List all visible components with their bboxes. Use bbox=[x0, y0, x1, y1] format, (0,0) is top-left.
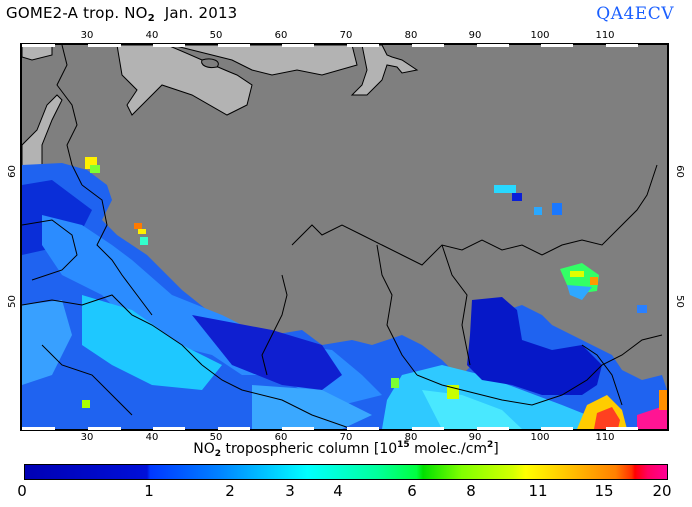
cb-tick-6: 6 bbox=[407, 482, 417, 500]
cb-label-end: ] bbox=[493, 441, 499, 457]
brand-label: QA4ECV bbox=[596, 4, 674, 24]
frame-strip bbox=[153, 427, 185, 430]
title-subscript: 2 bbox=[147, 13, 155, 24]
frame-strip bbox=[606, 427, 638, 430]
frame-strip bbox=[477, 44, 509, 47]
top-tick-100: 100 bbox=[530, 30, 550, 41]
frame-strip bbox=[88, 427, 121, 430]
frame-strip bbox=[22, 44, 55, 47]
cb-label-exp2: 2 bbox=[487, 440, 494, 450]
top-tick-30: 30 bbox=[80, 30, 94, 41]
no2-map-svg bbox=[22, 45, 667, 429]
top-tick-90: 90 bbox=[468, 30, 482, 41]
cb-tick-2: 2 bbox=[225, 482, 235, 500]
right-tick-50: 50 bbox=[673, 295, 685, 308]
cb-tick-4: 4 bbox=[333, 482, 343, 500]
frame-strip bbox=[22, 427, 55, 430]
cb-tick-1: 1 bbox=[144, 482, 154, 500]
cb-tick-11: 11 bbox=[528, 482, 548, 500]
cb-label-sub: 2 bbox=[214, 449, 221, 459]
left-tick-60: 60 bbox=[6, 165, 18, 178]
cb-label-exp: 15 bbox=[397, 440, 410, 450]
frame-strip bbox=[347, 427, 379, 430]
bottom-tick-60: 60 bbox=[274, 432, 288, 443]
right-tick-60: 60 bbox=[673, 165, 685, 178]
top-tick-70: 70 bbox=[339, 30, 353, 41]
no2-coverage bbox=[22, 157, 667, 429]
frame-strip bbox=[88, 44, 121, 47]
frame-strip bbox=[347, 44, 379, 47]
top-tick-110: 110 bbox=[595, 30, 615, 41]
frame-strip bbox=[282, 427, 314, 430]
frame-strip bbox=[412, 427, 444, 430]
frame-strip bbox=[218, 44, 250, 47]
cb-tick-0: 0 bbox=[17, 482, 27, 500]
left-tick-50: 50 bbox=[6, 295, 18, 308]
top-tick-40: 40 bbox=[145, 30, 159, 41]
frame-strip bbox=[541, 44, 573, 47]
chart-title: GOME2-A trop. NO2 Jan. 2013 bbox=[6, 4, 237, 24]
cb-label-middle: tropospheric column [10 bbox=[221, 441, 398, 457]
bottom-tick-50: 50 bbox=[209, 432, 223, 443]
water-bodies bbox=[22, 45, 419, 196]
cb-tick-20: 20 bbox=[652, 482, 672, 500]
colorbar-label: NO2 tropospheric column [1015 molec./cm2… bbox=[0, 440, 692, 459]
cb-tick-8: 8 bbox=[466, 482, 476, 500]
bottom-tick-30: 30 bbox=[80, 432, 94, 443]
cb-label-unit: molec./cm bbox=[409, 441, 488, 457]
bottom-tick-110: 110 bbox=[595, 432, 615, 443]
top-tick-50: 50 bbox=[209, 30, 223, 41]
title-date: Jan. 2013 bbox=[154, 4, 238, 22]
frame-strip bbox=[412, 44, 444, 47]
map-plot-area bbox=[20, 43, 669, 431]
frame-strip bbox=[218, 427, 250, 430]
top-tick-80: 80 bbox=[404, 30, 418, 41]
frame-strip bbox=[541, 427, 573, 430]
bottom-tick-40: 40 bbox=[145, 432, 159, 443]
bottom-tick-100: 100 bbox=[530, 432, 550, 443]
frame-strip bbox=[282, 44, 314, 47]
bottom-tick-70: 70 bbox=[339, 432, 353, 443]
bottom-tick-90: 90 bbox=[468, 432, 482, 443]
frame-strip bbox=[153, 44, 185, 47]
country-borders bbox=[22, 45, 663, 429]
bottom-tick-80: 80 bbox=[404, 432, 418, 443]
top-tick-60: 60 bbox=[274, 30, 288, 41]
colorbar bbox=[24, 464, 668, 480]
cb-label-prefix: NO bbox=[193, 441, 215, 457]
cb-tick-15: 15 bbox=[594, 482, 614, 500]
frame-strip bbox=[477, 427, 509, 430]
frame-strip bbox=[606, 44, 638, 47]
title-text: GOME2-A trop. NO bbox=[6, 4, 148, 22]
cb-tick-3: 3 bbox=[285, 482, 295, 500]
